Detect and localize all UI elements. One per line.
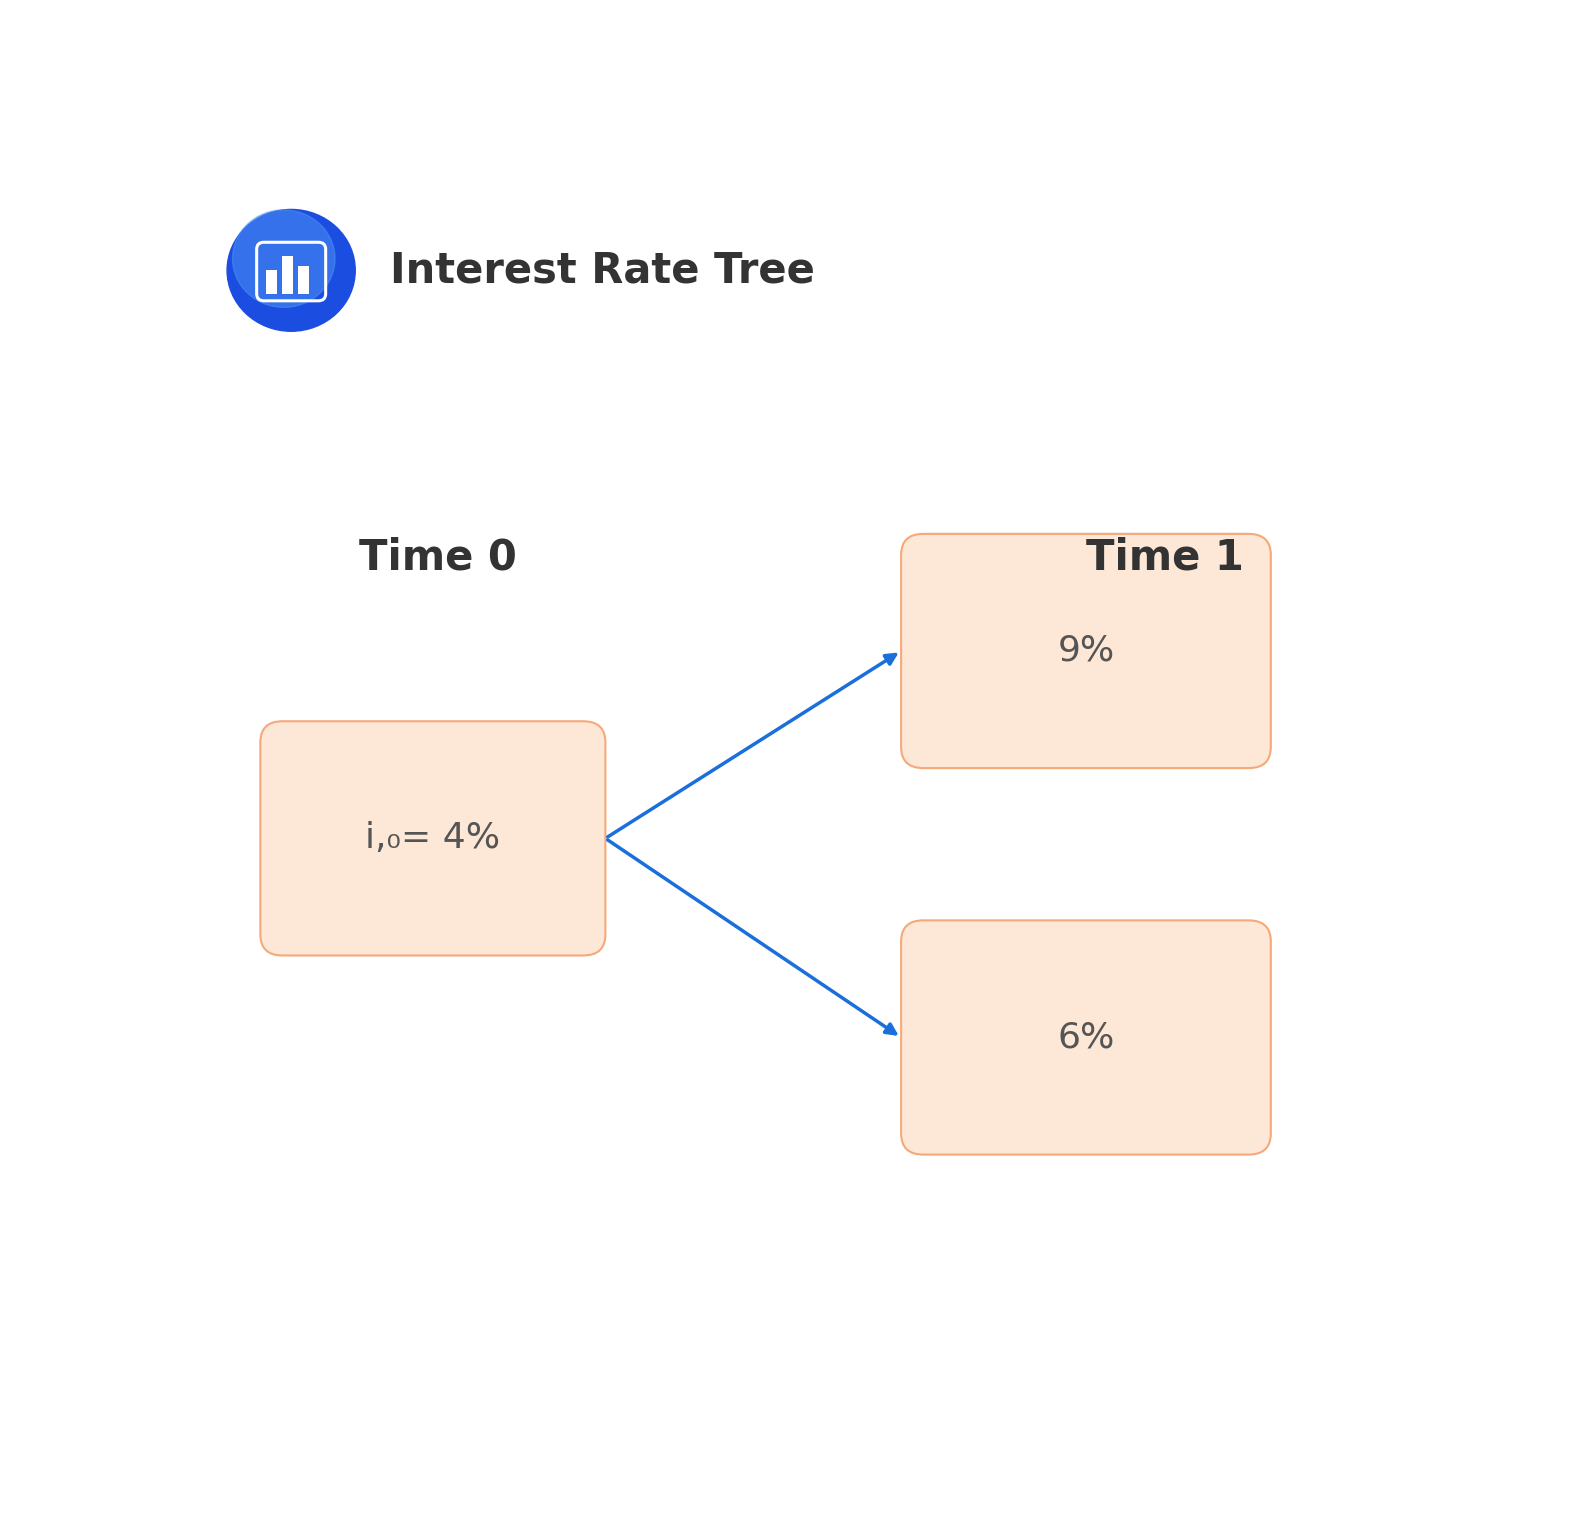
Text: 6%: 6%	[1057, 1021, 1115, 1054]
Text: 9%: 9%	[1057, 634, 1115, 668]
Text: Time 0: Time 0	[359, 537, 517, 578]
Text: Interest Rate Tree: Interest Rate Tree	[390, 249, 814, 292]
FancyBboxPatch shape	[297, 266, 308, 294]
FancyBboxPatch shape	[281, 257, 293, 294]
FancyBboxPatch shape	[261, 721, 606, 955]
FancyBboxPatch shape	[266, 271, 277, 294]
Text: i,₀= 4%: i,₀= 4%	[366, 821, 501, 855]
Circle shape	[227, 210, 355, 332]
Text: Time 1: Time 1	[1086, 537, 1243, 578]
FancyBboxPatch shape	[902, 920, 1270, 1154]
Circle shape	[232, 210, 335, 307]
FancyBboxPatch shape	[902, 534, 1270, 768]
